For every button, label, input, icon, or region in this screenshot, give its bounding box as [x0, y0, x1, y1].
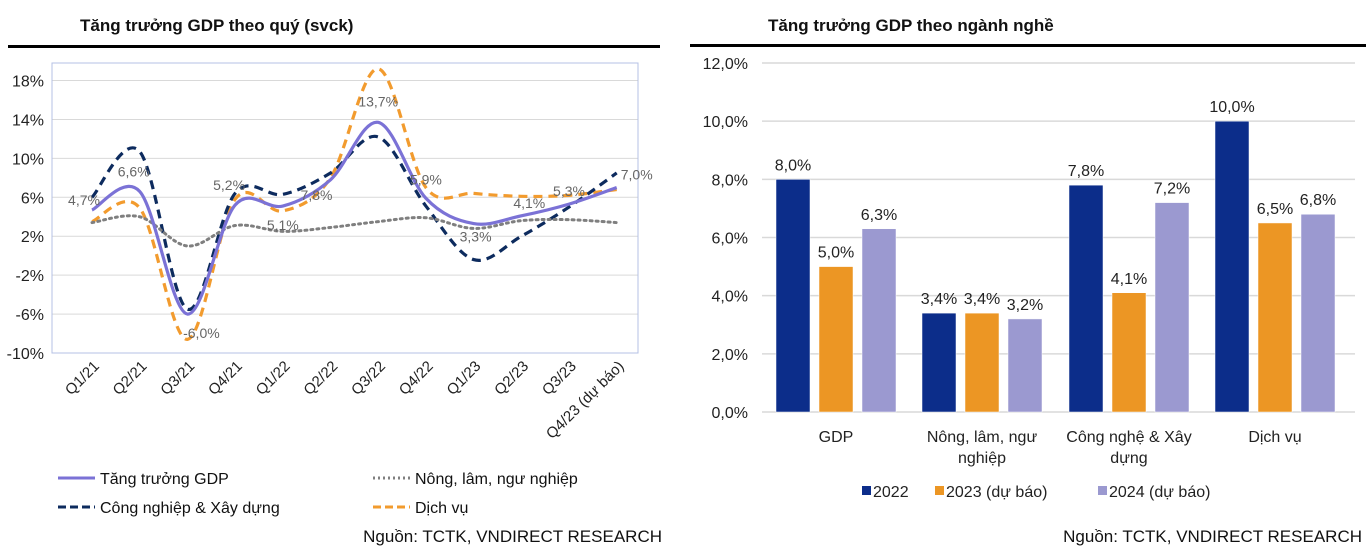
y-tick-label: 12,0% — [703, 56, 748, 73]
x-tick-label: Q3/22 — [348, 358, 389, 399]
plot-area-border — [51, 62, 639, 354]
data-label: 6,3% — [861, 207, 897, 224]
y-tick-label: 10,0% — [703, 114, 748, 131]
data-label: 5,1% — [267, 217, 299, 233]
left-chart-title: Tăng trưởng GDP theo quý (svck) — [80, 16, 353, 35]
x-tick-label: Q1/23 — [444, 358, 485, 399]
data-label: 3,4% — [964, 291, 1000, 308]
y-tick-label: -2% — [16, 268, 44, 285]
x-tick-label: Q4/21 — [205, 358, 246, 399]
right-title-rule — [690, 44, 1366, 47]
data-label: 5,9% — [410, 171, 442, 187]
x-tick-label: Q2/23 — [491, 358, 532, 399]
y-tick-label: 0,0% — [712, 405, 748, 422]
y-tick-label: 14% — [12, 112, 44, 129]
bar — [1111, 292, 1147, 413]
data-label: 5,2% — [213, 177, 245, 193]
legend-swatch — [862, 486, 871, 495]
data-label: 6,8% — [1300, 192, 1336, 209]
data-label: -6,0% — [183, 325, 220, 341]
data-label: 4,7% — [68, 192, 100, 208]
x-tick-label: Q3/21 — [157, 358, 198, 399]
data-label: 6,5% — [1257, 201, 1293, 218]
bar — [1007, 318, 1043, 413]
bar — [1068, 184, 1104, 413]
bar — [818, 266, 854, 413]
legend-label: 2022 — [873, 484, 909, 501]
bar — [1154, 202, 1190, 413]
bar — [1257, 222, 1293, 413]
data-label: 7,2% — [1154, 181, 1190, 198]
legend-label: Công nghiệp & Xây dựng — [100, 500, 280, 517]
bar — [861, 228, 897, 413]
data-label: 6,6% — [118, 163, 150, 179]
line-agriculture — [90, 214, 619, 248]
data-label: 3,2% — [1007, 297, 1043, 314]
data-label: 3,4% — [921, 291, 957, 308]
x-tick-label: Q1/21 — [62, 358, 103, 399]
legend-label: 2023 (dự báo) — [946, 484, 1047, 501]
left-source: Nguồn: TCTK, VNDIRECT RESEARCH — [363, 527, 662, 546]
right-source: Nguồn: TCTK, VNDIRECT RESEARCH — [1063, 527, 1362, 546]
data-label: 10,0% — [1209, 99, 1254, 116]
data-label: 3,3% — [460, 229, 492, 245]
y-tick-label: 2,0% — [712, 347, 748, 364]
legend-label: Tăng trưởng GDP — [100, 471, 229, 488]
line-services — [91, 67, 617, 341]
y-tick-label: 2% — [21, 229, 44, 246]
bar — [775, 179, 811, 413]
bar — [964, 312, 1000, 413]
x-tick-label: Q2/21 — [110, 358, 151, 399]
x-tick-label: Q1/22 — [253, 358, 294, 399]
data-label: 5,0% — [818, 245, 854, 262]
x-tick-label: Q2/22 — [300, 358, 341, 399]
right-chart-title: Tăng trưởng GDP theo ngành nghề — [768, 16, 1054, 35]
y-tick-label: 6% — [21, 190, 44, 207]
y-tick-label: 18% — [12, 74, 44, 91]
left-title-rule — [8, 45, 660, 48]
data-label: 8,0% — [775, 157, 811, 174]
x-category-label: GDP — [819, 429, 854, 446]
y-tick-label: 8,0% — [712, 172, 748, 189]
data-label: 7,8% — [1068, 163, 1104, 180]
data-label: 13,7% — [358, 93, 398, 109]
x-tick-label: Q3/23 — [539, 358, 580, 399]
x-category-label: dựng — [1110, 450, 1147, 467]
data-label: 7,0% — [621, 167, 653, 183]
x-category-label: Nông, lâm, ngư — [927, 429, 1038, 446]
bar — [1300, 213, 1336, 413]
x-category-label: nghiệp — [958, 450, 1006, 467]
legend-label: 2024 (dự báo) — [1109, 484, 1210, 501]
x-category-label: Công nghệ & Xây — [1066, 429, 1191, 446]
data-label: 4,1% — [513, 195, 545, 211]
y-tick-label: -10% — [7, 346, 44, 363]
legend-swatch — [935, 486, 944, 495]
y-tick-label: -6% — [16, 307, 44, 324]
legend-label: Dịch vụ — [415, 500, 468, 517]
bar — [1214, 120, 1250, 413]
data-label: 4,1% — [1111, 271, 1147, 288]
legend-swatch — [1098, 486, 1107, 495]
y-tick-label: 4,0% — [712, 289, 748, 306]
x-category-label: Dịch vụ — [1248, 429, 1301, 446]
legend-label: Nông, lâm, ngư nghiệp — [415, 471, 578, 488]
data-label: 7,8% — [301, 187, 333, 203]
y-tick-label: 6,0% — [712, 231, 748, 248]
x-tick-label: Q4/22 — [396, 358, 437, 399]
data-label: 5,3% — [553, 183, 585, 199]
y-tick-label: 10% — [12, 151, 44, 168]
bar — [921, 312, 957, 413]
